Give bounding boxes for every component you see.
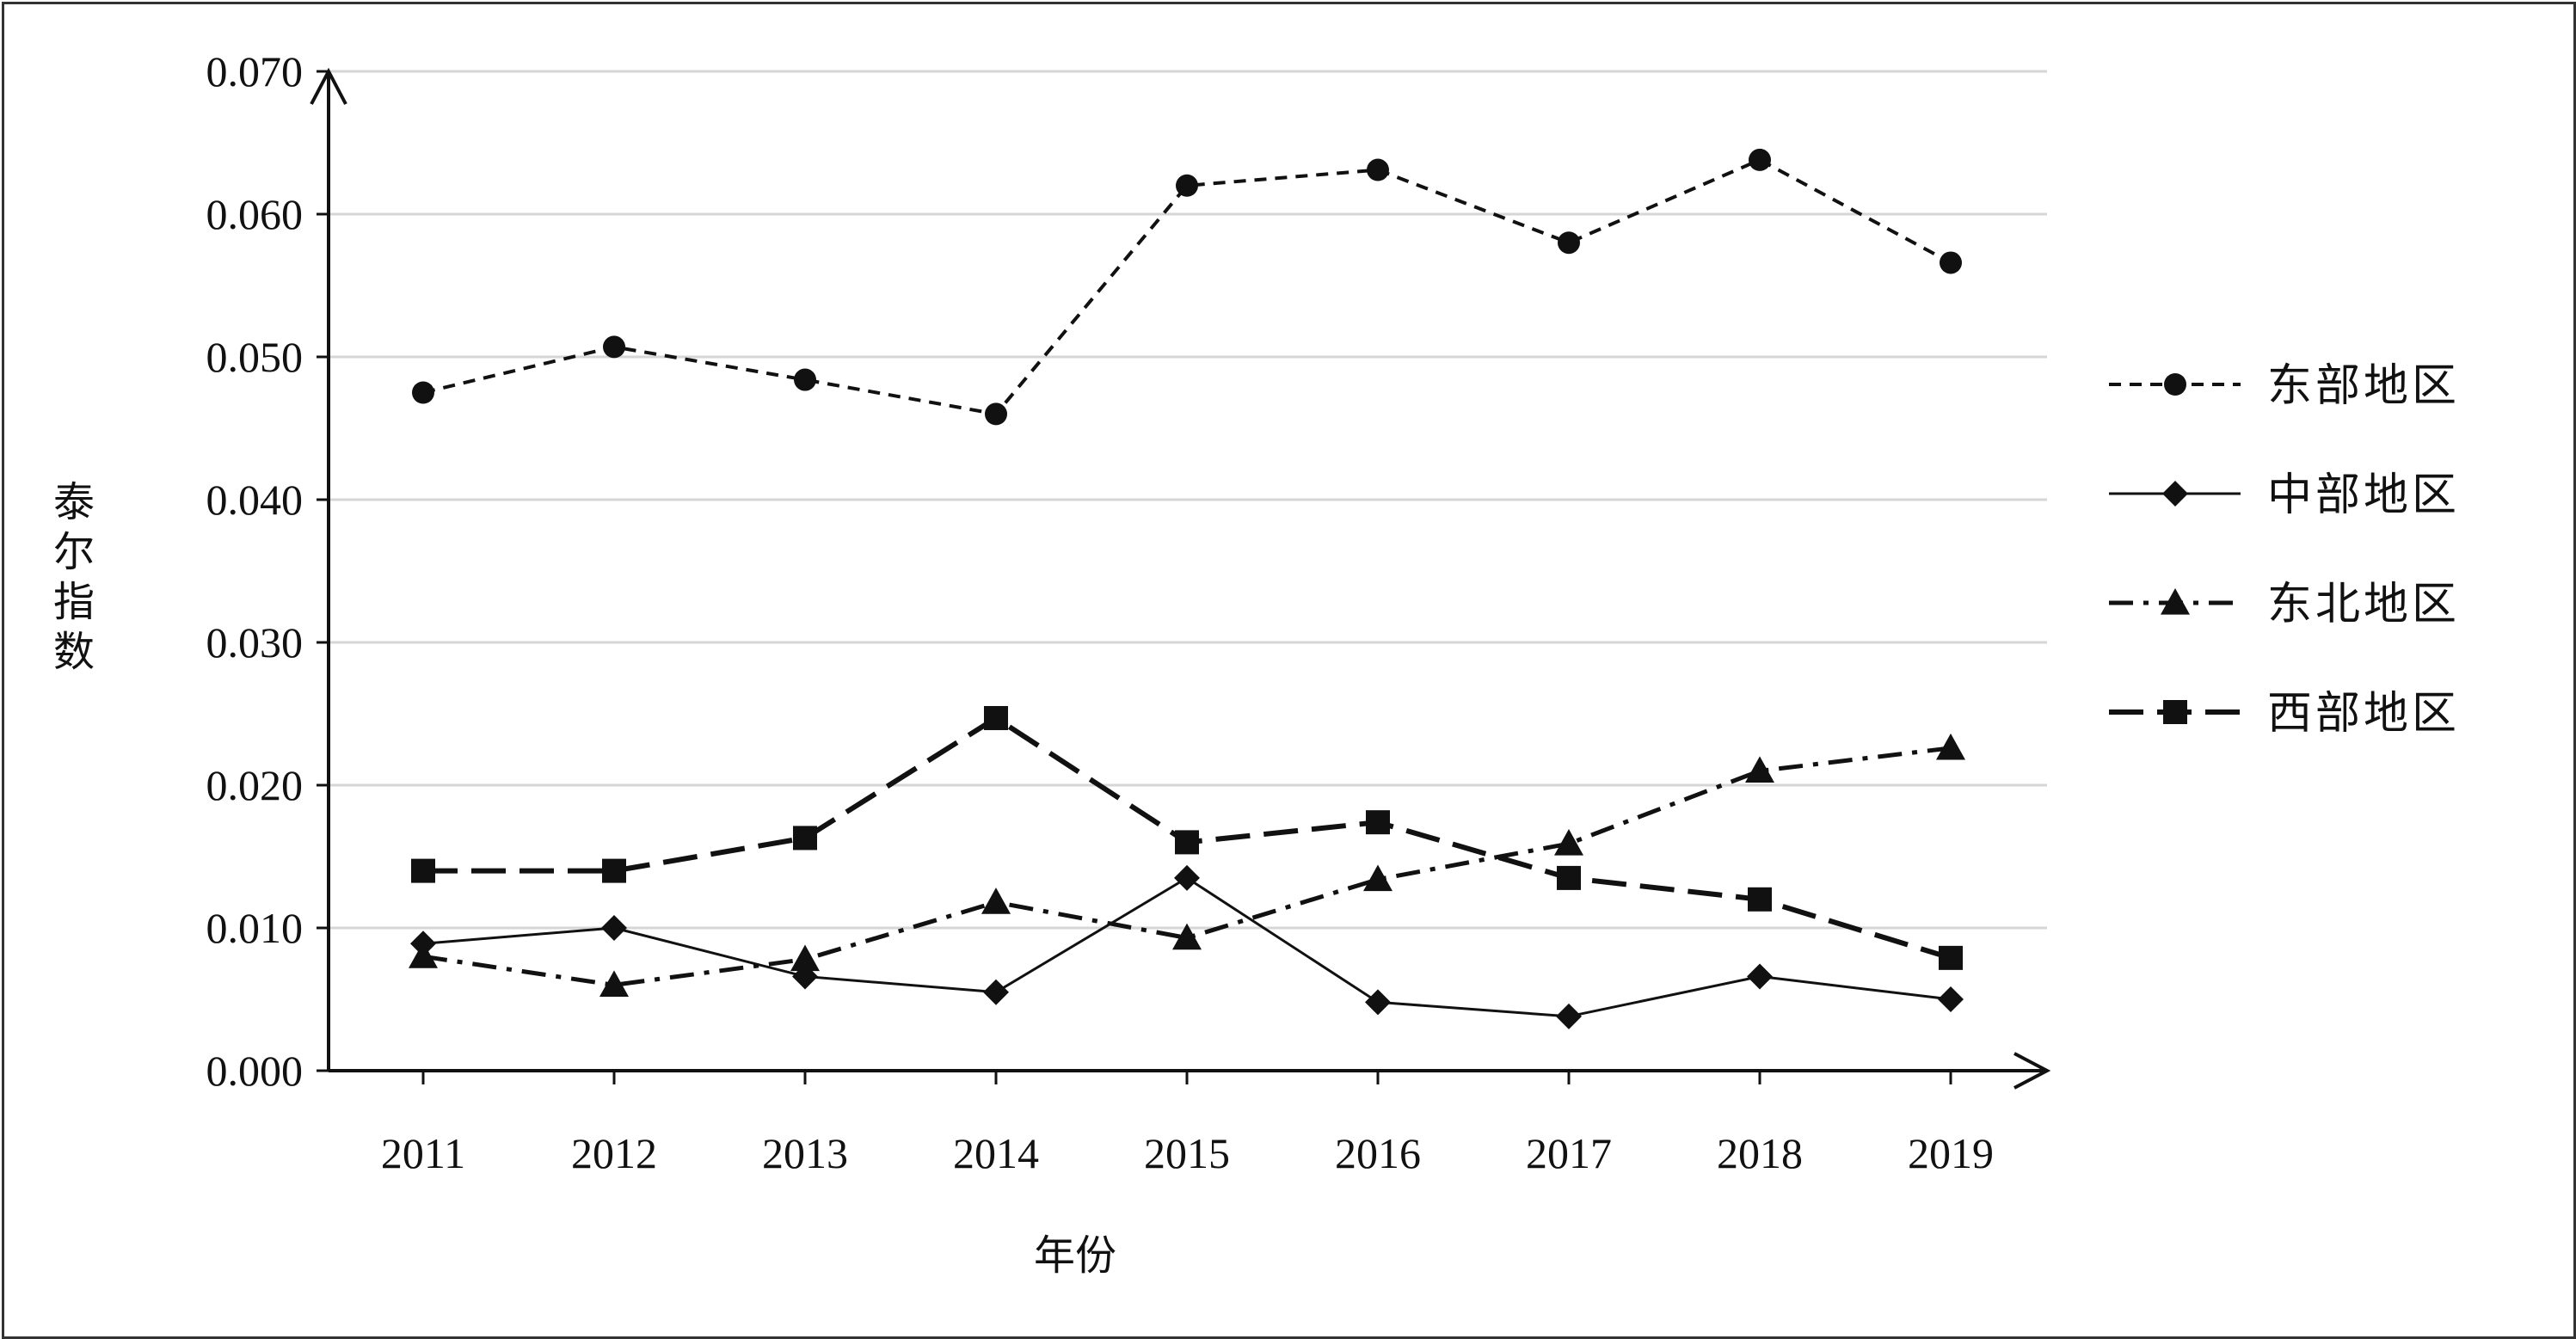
data-point	[1366, 810, 1390, 835]
data-point	[1936, 733, 1965, 760]
data-point	[1172, 923, 1202, 950]
data-point	[790, 944, 820, 972]
data-point	[981, 888, 1011, 914]
data-point	[793, 826, 817, 851]
x-tick-label: 2014	[953, 1129, 1039, 1177]
data-point	[1175, 830, 1199, 855]
legend-label: 中部地区	[2267, 470, 2460, 521]
x-tick-label: 2013	[762, 1129, 848, 1177]
data-point	[1556, 1003, 1582, 1029]
legend-marker	[2162, 481, 2188, 507]
series-1	[412, 148, 1962, 426]
data-point	[1745, 756, 1774, 783]
data-point	[1554, 829, 1583, 856]
series-line	[422, 157, 1952, 416]
series-3	[409, 733, 1965, 997]
data-point	[603, 335, 625, 359]
data-point	[599, 970, 629, 997]
data-point	[794, 368, 816, 391]
legend-label: 东部地区	[2267, 360, 2460, 412]
x-tick-label: 2016	[1335, 1129, 1421, 1177]
x-tick-label: 2019	[1908, 1129, 1994, 1177]
legend-label: 东北地区	[2267, 579, 2460, 630]
data-point	[1939, 945, 1963, 970]
data-point	[1365, 989, 1391, 1016]
legend-marker	[2161, 588, 2190, 615]
data-point	[1938, 986, 1964, 1012]
axes	[310, 67, 2051, 1090]
data-point	[1363, 864, 1393, 892]
y-axis-label-char: 泰	[53, 478, 95, 526]
legend-item: 东部地区	[2109, 360, 2460, 412]
y-tick-label: 0.010	[206, 904, 304, 952]
legend-marker	[2164, 373, 2186, 396]
y-tick-label: 0.030	[206, 618, 304, 666]
data-point	[409, 942, 438, 968]
y-tick-label: 0.020	[206, 761, 304, 809]
legend-item: 东北地区	[2109, 579, 2460, 630]
data-point	[984, 705, 1008, 730]
legend-item: 中部地区	[2109, 470, 2460, 521]
data-point	[1940, 251, 1962, 274]
data-point	[601, 915, 627, 941]
data-point	[1367, 158, 1389, 181]
data-point	[412, 381, 434, 404]
data-point	[1557, 865, 1581, 890]
series-4	[411, 705, 1963, 970]
data-point	[1747, 963, 1773, 990]
data-point	[985, 402, 1007, 426]
x-axis-arrow	[2013, 1052, 2051, 1090]
x-tick-label: 2018	[1717, 1129, 1803, 1177]
x-tick-label: 2012	[571, 1129, 657, 1177]
y-tick-label: 0.000	[206, 1047, 304, 1095]
data-point	[983, 979, 1009, 1005]
legend-item: 西部地区	[2109, 688, 2460, 740]
x-axis-label: 年份	[1034, 1232, 1116, 1280]
data-point	[602, 858, 626, 883]
y-axis-label-char: 数	[53, 628, 95, 676]
x-tick-labels: 2011 2012 2013 2014 2015 2016 2017 2018 2019	[381, 1129, 1994, 1177]
data-point	[1748, 887, 1772, 912]
y-axis-arrow	[310, 67, 347, 105]
y-tick-label: 0.040	[206, 476, 304, 524]
x-tick-label: 2011	[381, 1129, 465, 1177]
y-axis-label-char: 尔	[53, 528, 95, 576]
legend-label: 西部地区	[2267, 688, 2460, 740]
series-line	[422, 746, 1952, 987]
data-point	[411, 858, 435, 883]
series-group	[409, 148, 1965, 1029]
y-tick-label: 0.060	[206, 190, 304, 238]
x-tick-label: 2017	[1526, 1129, 1612, 1177]
y-tick-label: 0.050	[206, 333, 304, 381]
data-point	[1558, 231, 1580, 255]
legend-marker	[2163, 700, 2187, 724]
gridlines	[329, 70, 2047, 930]
y-tick-labels: 0.000 0.010 0.020 0.030 0.040 0.050 0.060 0.070	[206, 47, 304, 1095]
y-axis-label-char: 指	[53, 578, 95, 626]
y-tick-label: 0.070	[206, 47, 304, 95]
data-point	[1749, 148, 1771, 171]
x-tick-label: 2015	[1144, 1129, 1230, 1177]
data-point	[1174, 864, 1200, 891]
data-point	[1176, 174, 1198, 197]
